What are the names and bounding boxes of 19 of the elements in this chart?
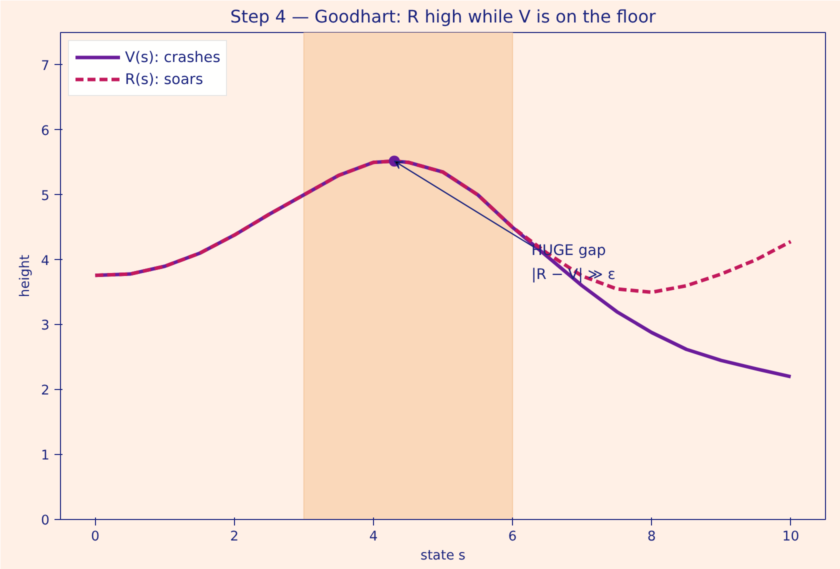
- x-tick-label: 2: [230, 530, 239, 544]
- y-tick-label: 6: [41, 124, 50, 139]
- x-axis-title: state s: [420, 548, 466, 564]
- y-tick-label: 0: [41, 514, 50, 528]
- x-tick-label: 6: [508, 530, 517, 544]
- y-tick-label: 2: [41, 384, 50, 399]
- y-tick-label: 4: [41, 254, 50, 269]
- x-tick-label: 8: [647, 530, 656, 544]
- x-tick-label: 10: [782, 530, 800, 544]
- legend-label: R(s): soars: [125, 70, 204, 88]
- y-tick-label: 5: [41, 188, 50, 204]
- y-tick-label: 1: [41, 448, 50, 464]
- x-tick-label: 0: [91, 530, 100, 544]
- chart-title: Step 4 — Goodhart: R high while V is on the floor: [230, 8, 657, 28]
- x-tick-label: 4: [369, 530, 378, 544]
- legend-label: V(s): crashes: [125, 48, 220, 66]
- y-axis-title: height: [18, 254, 34, 298]
- y-tick-label: 3: [41, 318, 50, 334]
- y-tick-label: 7: [41, 58, 50, 74]
